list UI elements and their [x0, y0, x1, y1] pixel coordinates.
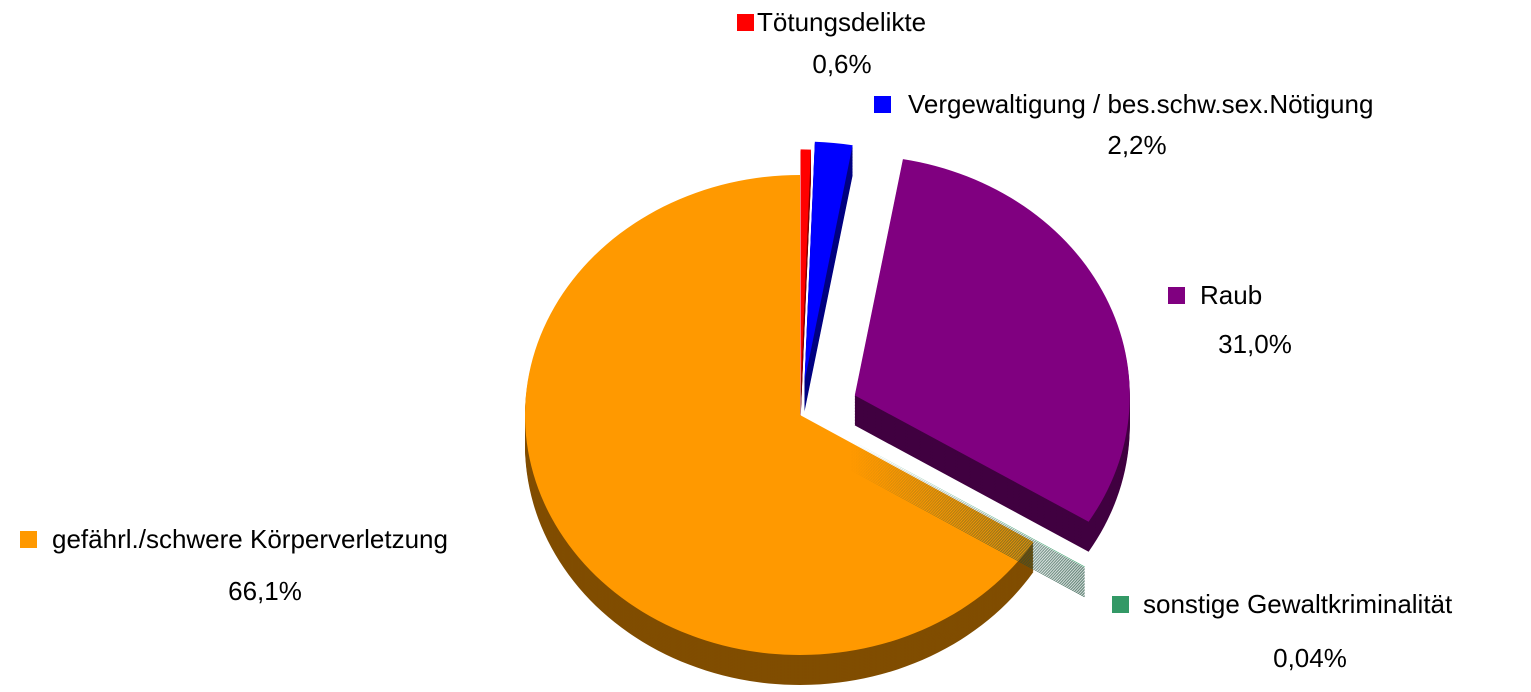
- slice-side: [850, 453, 1085, 581]
- legend-swatch: [1112, 596, 1129, 613]
- slice-side: [850, 458, 1085, 586]
- value-label: 2,2%: [1107, 130, 1166, 160]
- slice-side: [850, 468, 1085, 596]
- legend-swatch: [874, 96, 891, 113]
- slice: [804, 141, 853, 382]
- value-label: 31,0%: [1218, 329, 1292, 359]
- slice: [525, 175, 1034, 655]
- slice-side: [850, 461, 1085, 589]
- slice-side: [850, 441, 1085, 569]
- slice-side: [850, 467, 1085, 595]
- slice-side: [850, 464, 1085, 592]
- slice-side: [850, 462, 1085, 590]
- slice-side: [850, 452, 1085, 580]
- slice-side: [850, 444, 1085, 572]
- slice-side: [850, 449, 1085, 577]
- slice-side: [850, 455, 1085, 583]
- legend-swatch: [20, 531, 37, 548]
- slice-side: [850, 447, 1085, 575]
- slice-label: gefährl./schwere Körperverletzung: [52, 524, 448, 554]
- slice-side: [850, 446, 1085, 574]
- slice-side: [850, 465, 1085, 593]
- legend-swatch: [737, 14, 754, 31]
- slice-label: Raub: [1200, 280, 1262, 310]
- slice-side: [850, 443, 1085, 571]
- slice-label: Vergewaltigung / bes.schw.sex.Nötigung: [908, 89, 1373, 119]
- value-label: 66,1%: [228, 576, 302, 606]
- slice-label: sonstige Gewaltkriminalität: [1143, 589, 1453, 619]
- value-label: 0,6%: [812, 49, 871, 79]
- slice: [854, 159, 1130, 522]
- slice: [800, 149, 811, 390]
- slice-side: [850, 470, 1085, 598]
- value-label: 0,04%: [1273, 643, 1347, 673]
- legend-swatch: [1168, 287, 1185, 304]
- slice-side: [850, 456, 1085, 584]
- slice-side: [850, 459, 1085, 587]
- slice-side: [850, 450, 1085, 578]
- slice: [850, 440, 1085, 568]
- slice-label: Tötungsdelikte: [757, 7, 926, 37]
